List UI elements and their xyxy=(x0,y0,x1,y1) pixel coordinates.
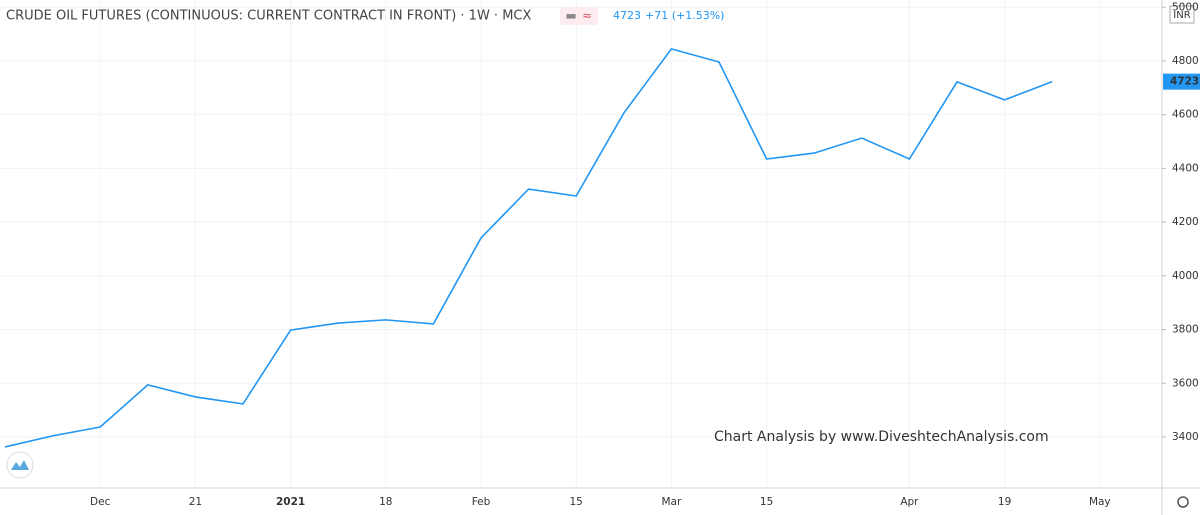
x-tick-label: 18 xyxy=(379,496,392,508)
y-tick-label: 3800 xyxy=(1172,324,1199,336)
watermark: Chart Analysis by www.DiveshtechAnalysis… xyxy=(714,429,1049,445)
price-tag xyxy=(1163,73,1200,90)
hide-button[interactable]: ▬ xyxy=(565,9,576,23)
y-tick-label: 4600 xyxy=(1172,109,1199,121)
price-line xyxy=(4,47,1053,448)
y-tick-label: 4200 xyxy=(1172,216,1199,228)
compare-button[interactable]: ≈ xyxy=(582,9,592,23)
chart-title: CRUDE OIL FUTURES (CONTINUOUS: CURRENT C… xyxy=(6,9,531,24)
x-tick-label: Apr xyxy=(900,496,919,508)
logo-button[interactable] xyxy=(6,451,34,479)
x-tick-label: 21 xyxy=(189,496,202,508)
x-tick-label: 15 xyxy=(760,496,773,508)
price-tag-label: 4723 xyxy=(1170,76,1199,88)
currency-box[interactable] xyxy=(1169,5,1195,24)
y-tick-label: 3400 xyxy=(1172,431,1199,443)
currency: INR xyxy=(1173,10,1190,21)
x-tick-label: 19 xyxy=(998,496,1011,508)
series-buttons[interactable] xyxy=(560,7,598,25)
y-tick-label: 4000 xyxy=(1172,270,1199,282)
y-tick-label: 5000 xyxy=(1172,1,1199,13)
price-change: +71 (+1.53%) xyxy=(645,9,724,22)
settings-button[interactable] xyxy=(1177,496,1189,508)
x-tick-label: Dec xyxy=(90,496,111,508)
x-tick-label: Mar xyxy=(661,496,681,508)
y-tick-label: 4400 xyxy=(1172,162,1199,174)
x-tick-label: May xyxy=(1089,496,1111,508)
y-tick-label: 3600 xyxy=(1172,377,1199,389)
x-tick-label: 2021 xyxy=(276,496,305,508)
logo-icon xyxy=(11,460,29,470)
last-price: 4723 xyxy=(613,9,641,22)
y-tick-label: 4800 xyxy=(1172,55,1199,67)
x-tick-label: 15 xyxy=(570,496,583,508)
x-tick-label: Feb xyxy=(472,496,491,508)
